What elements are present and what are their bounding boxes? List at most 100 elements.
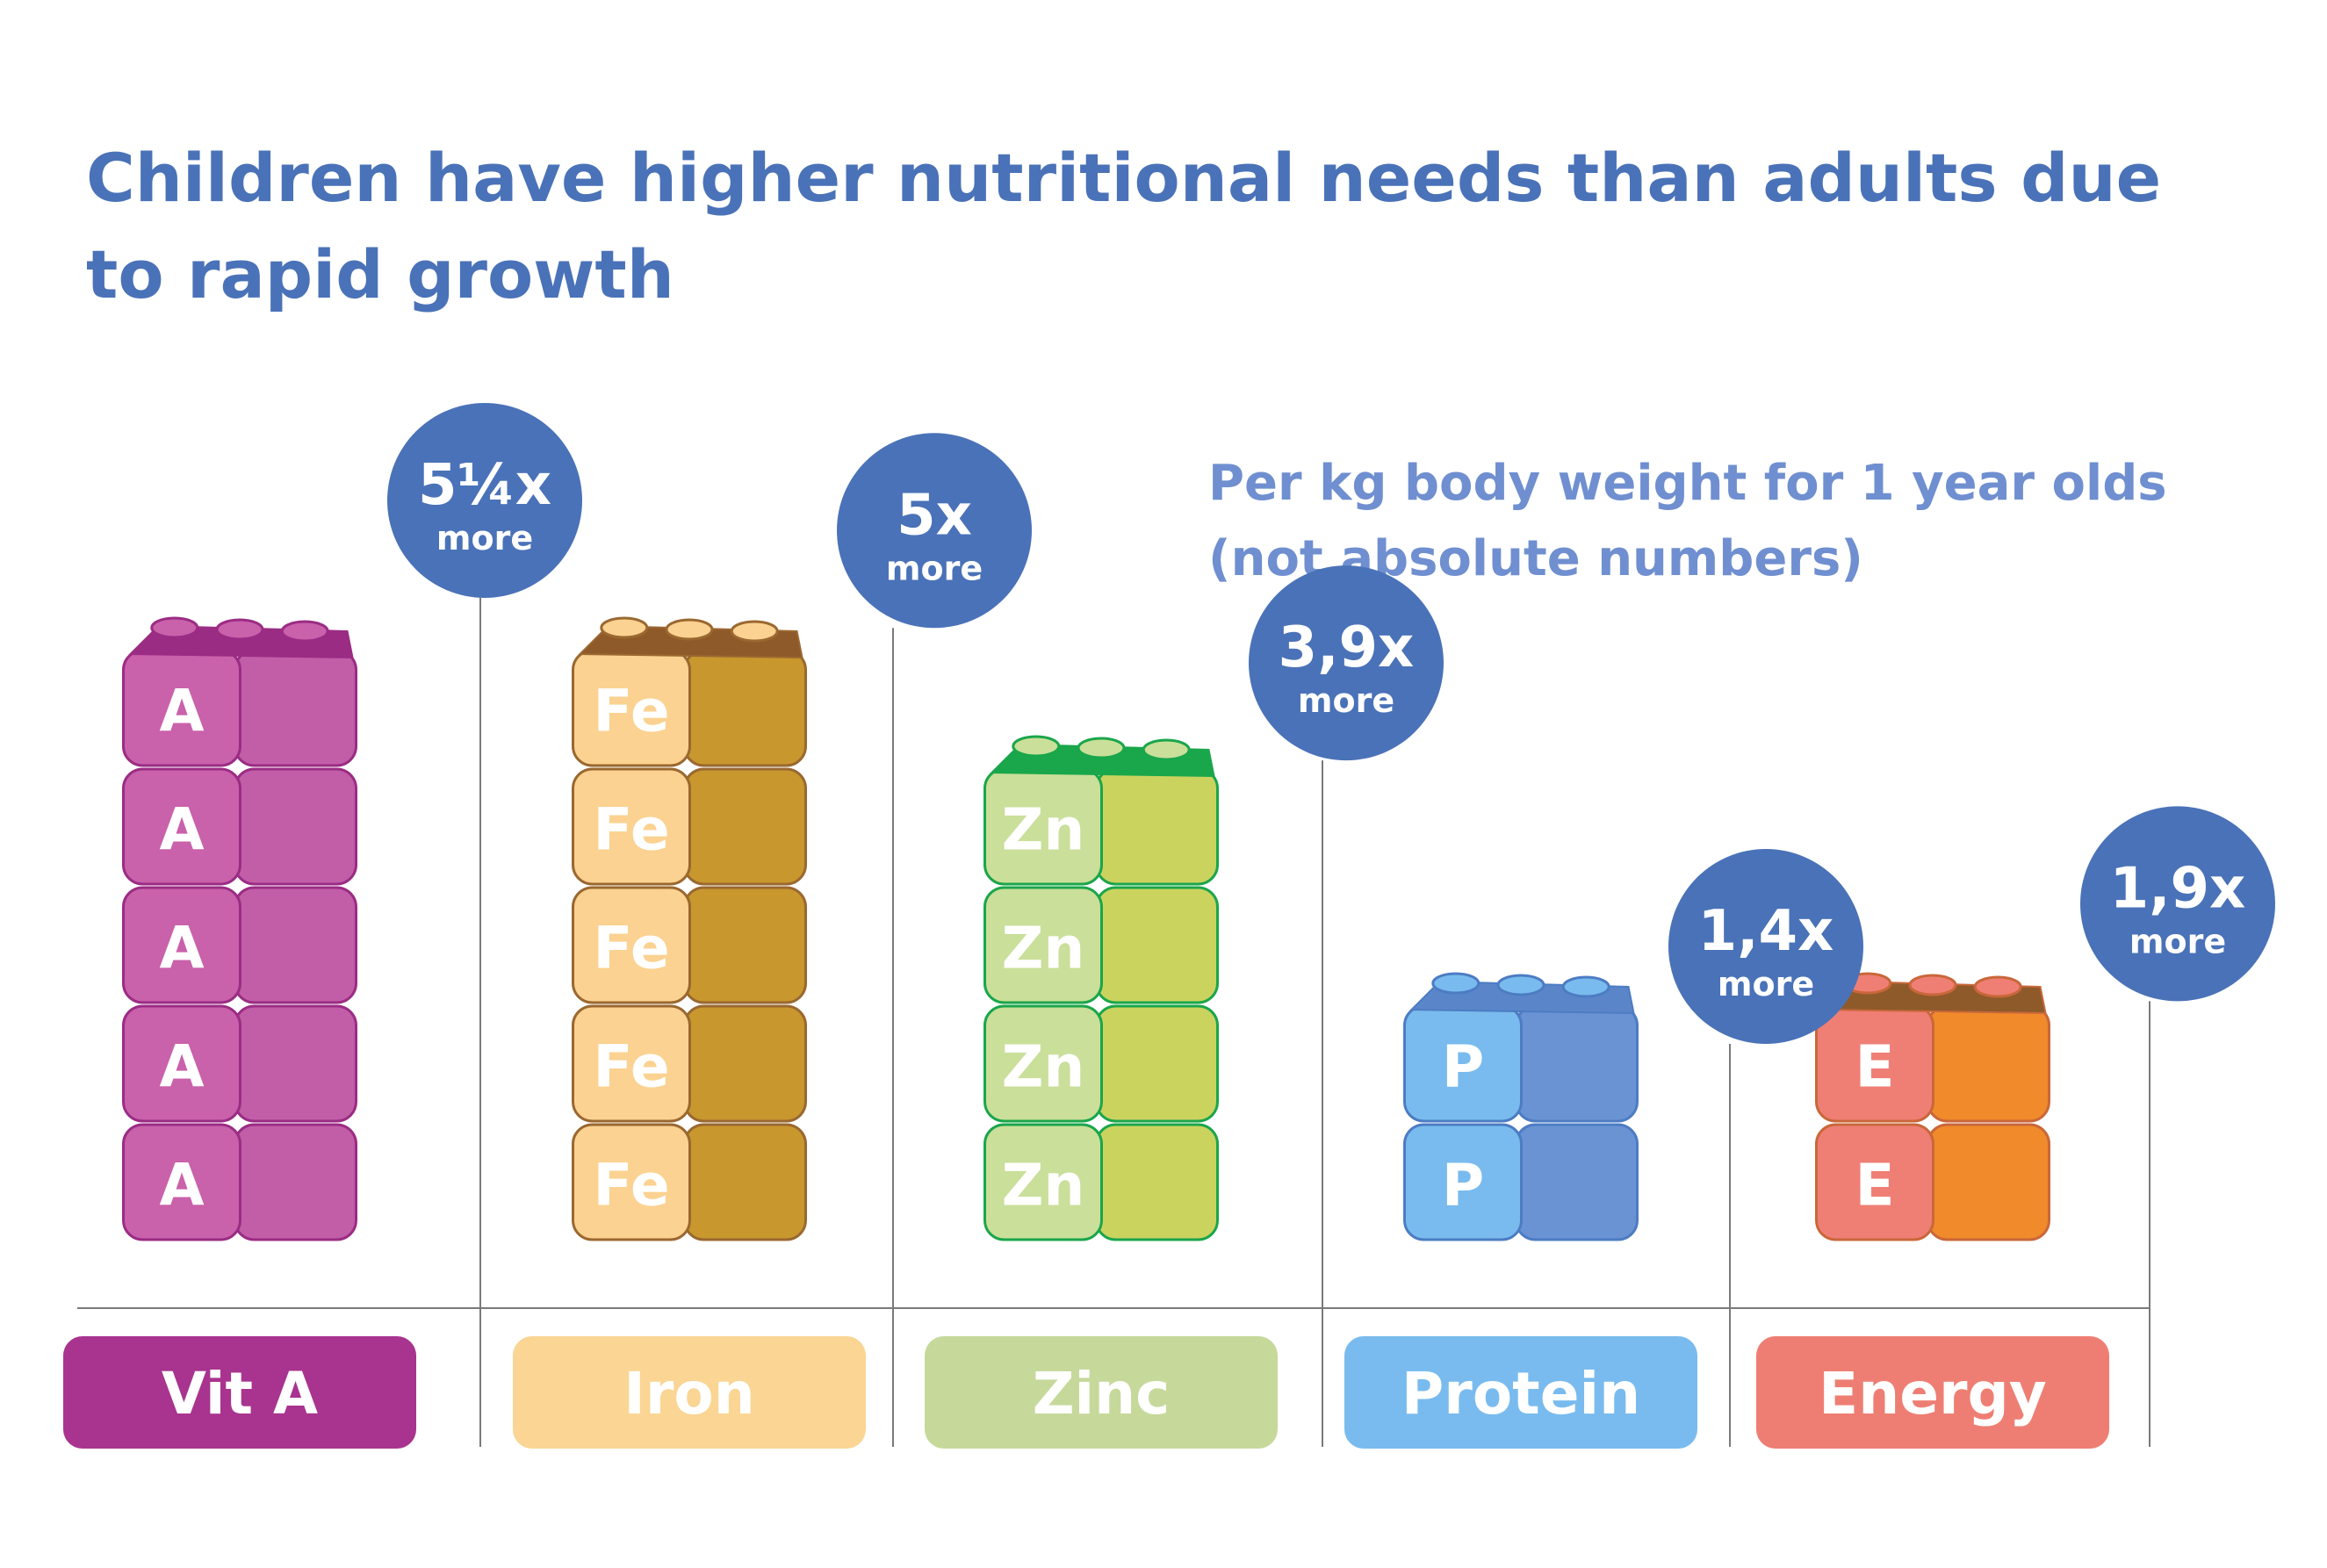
brick-symbol: A (159, 678, 204, 745)
subtitle-line-1: Per kg body weight for 1 year olds (1208, 455, 2167, 512)
bubble-value-label: 1,4x (1698, 899, 1834, 964)
category-pill (925, 1336, 1278, 1449)
brick-symbol: P (1442, 1033, 1484, 1101)
brick-stud (150, 616, 199, 639)
brick-side (683, 886, 807, 1004)
brick-symbol: Fe (593, 796, 669, 864)
brick-symbol: Zn (1002, 1033, 1085, 1101)
brick-front (122, 767, 241, 886)
brick-stud (280, 620, 329, 643)
brick-side (234, 1004, 357, 1123)
brick-side (683, 767, 807, 886)
brick-side (1515, 1004, 1639, 1123)
brick-symbol: Fe (593, 678, 669, 745)
category-label-protein: Protein (1344, 1336, 1697, 1449)
brick-front (983, 1004, 1103, 1123)
brick-symbol: E (1855, 1152, 1894, 1219)
brick-front (122, 1004, 241, 1123)
category-label-iron: Iron (513, 1336, 866, 1449)
brick-symbol: A (159, 1033, 204, 1101)
category-label-text: Energy (1819, 1360, 2047, 1428)
brick-front (122, 886, 241, 1004)
brick-side (1515, 1123, 1639, 1241)
category-label-text: Zinc (1033, 1360, 1171, 1428)
brick-side (1927, 1004, 2050, 1123)
brick-stud (1142, 738, 1191, 761)
brick-stud (1431, 972, 1480, 995)
brick-side (1095, 1123, 1219, 1241)
brick-symbol: P (1442, 1152, 1484, 1219)
brick-stud (1561, 975, 1610, 998)
brick-front (572, 1004, 691, 1123)
category-label-zinc: Zinc (925, 1336, 1278, 1449)
brick-symbol: Zn (1002, 1152, 1085, 1219)
brick-stack-iron: Fe Fe Fe Fe Fe (572, 616, 807, 1241)
brick-symbol: Zn (1002, 796, 1085, 864)
brick-side (1095, 767, 1219, 886)
brick-stud (600, 616, 649, 639)
brick-stack-protein: PP (1403, 972, 1639, 1241)
brick-symbol: A (159, 796, 204, 864)
brick-symbol: E (1855, 1033, 1894, 1101)
bubble-circle (1249, 565, 1444, 761)
brick-stud (1973, 975, 2022, 998)
brick-stud (1077, 737, 1126, 759)
bubble-value-label: 1,9x (2110, 856, 2246, 921)
bubble-unit-label: more (1298, 681, 1394, 720)
brick-side (234, 767, 357, 886)
category-label-text: Iron (623, 1360, 754, 1428)
brick-stud (1496, 974, 1545, 996)
bubble-circle (2080, 806, 2275, 1002)
brick-front (983, 886, 1103, 1004)
brick-side (234, 886, 357, 1004)
bubble-circle (387, 403, 582, 598)
brick-front (1815, 1123, 1934, 1241)
brick-symbol: Fe (593, 1152, 669, 1219)
brick-symbol: Fe (593, 1033, 669, 1101)
brick-side (1095, 886, 1219, 1004)
brick-front (1403, 1123, 1523, 1241)
chart-lines (77, 598, 2150, 1447)
category-pill (63, 1336, 416, 1449)
brick-stud (215, 618, 264, 641)
bubble-unit-label: more (436, 519, 533, 557)
brick-side (234, 1123, 357, 1241)
bubble-value-label: 3,9x (1279, 615, 1415, 680)
brick-stack-zinc: Zn Zn Zn Zn (983, 735, 1219, 1241)
category-pill (513, 1336, 866, 1449)
brick-front (122, 1123, 241, 1241)
brick-side (683, 649, 807, 767)
brick-stud (1012, 735, 1061, 758)
brick-side (683, 1004, 807, 1123)
brick-stud (730, 620, 779, 643)
brick-stack-energy: EE (1815, 972, 2050, 1241)
brick-side (234, 649, 357, 767)
brick-stud (665, 618, 714, 641)
brick-front (983, 1123, 1103, 1241)
category-label-energy: Energy (1756, 1336, 2109, 1449)
category-pill (1344, 1336, 1697, 1449)
bubble-value-label: 5x (897, 483, 972, 548)
bubble-circle (1668, 849, 1863, 1044)
bubble-unit-label: more (1718, 965, 1814, 1003)
brick-symbol: Zn (1002, 915, 1085, 982)
brick-symbol: A (159, 915, 204, 982)
category-label-text: Protein (1401, 1360, 1640, 1428)
brick-stud (1908, 974, 1957, 996)
bubble-circle (837, 433, 1032, 629)
category-label-vit-a: Vit A (63, 1336, 416, 1449)
brick-side (1095, 1004, 1219, 1123)
bubble-value-label: 5¼x (418, 453, 551, 518)
brick-symbol: Fe (593, 915, 669, 982)
bubble-unit-label: more (2129, 922, 2226, 960)
brick-front (572, 1123, 691, 1241)
